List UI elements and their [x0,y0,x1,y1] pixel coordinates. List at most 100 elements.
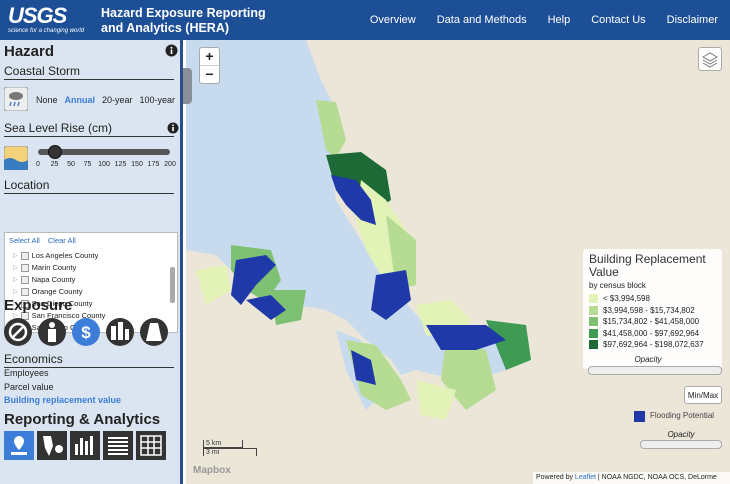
county-item[interactable]: ▷ Los Angeles County [5,250,177,262]
zoom-control: + − [199,47,220,84]
economics-item[interactable]: Employees [4,368,49,378]
zoom-in[interactable]: + [200,48,219,66]
exposure-icon[interactable] [38,318,66,346]
report-icon[interactable] [37,431,67,460]
logo[interactable]: USGS [8,3,67,28]
county-list: Select All Clear All ▷ Los Angeles County… [4,232,178,333]
header: USGS science for a changing world Hazard… [0,0,730,40]
economics-title: Economics [4,352,174,368]
economics-item[interactable]: Parcel value [4,381,54,392]
legend-items: < $3,994,598 $3,994,598 - $15,734,802 $15,… [589,293,716,351]
checkbox[interactable] [20,300,29,308]
info-icon[interactable] [167,122,179,134]
county-item[interactable]: ▷ San Francisco County [5,310,177,322]
flood-label: Flooding Potential [650,411,715,420]
scrollbar[interactable] [170,267,175,303]
hazard-option[interactable]: None [36,95,58,105]
legend-swatch [589,305,598,315]
checkbox[interactable] [20,276,29,284]
expand-arrow[interactable]: ▷ [13,265,18,271]
expand-arrow[interactable]: ▷ [13,253,18,259]
report-icon[interactable] [136,431,166,460]
hazard-title: Hazard [4,43,55,60]
legend-item: $3,994,598 - $15,734,802 [589,305,716,317]
slider-tick-label: 25 [50,161,59,168]
app-title-line: Hazard Exposure Reporting [101,6,266,20]
expand-arrow[interactable]: ▷ [13,301,18,307]
nav-link[interactable]: Disclaimer [666,14,718,26]
slider-tick-label: 50 [67,161,75,168]
legend: Building Replacement Value by census blo… [583,249,722,369]
slider-tick-label: 125 [114,161,127,168]
checkbox[interactable] [20,312,29,320]
nav-link[interactable]: Contact Us [591,14,646,26]
svg-text:$: $ [81,323,91,342]
clear-all[interactable]: Clear All [47,236,76,245]
minmax-button[interactable]: Min/Max [684,386,722,404]
report-icon[interactable] [70,431,100,460]
exposure-icon[interactable] [4,318,32,346]
legend-swatch [589,328,598,338]
expand-arrow[interactable]: ▷ [13,313,18,319]
hazard-option[interactable]: 100-year [139,95,176,105]
slider-thumb[interactable] [47,145,62,159]
exposure-icon[interactable] [140,318,168,346]
legend-subtitle: by census block [589,281,646,290]
sidebar-toggle[interactable] [183,68,192,104]
slider-track [38,149,170,155]
legend-label: $3,994,598 - $15,734,802 [603,305,695,315]
slider-tick-label: 75 [83,161,92,168]
legend-label: $41,458,000 - $97,692,964 [603,328,700,338]
flood-swatch [634,411,645,422]
storm-icon[interactable] [4,87,28,111]
slr-slider[interactable]: 0 25 50 75 100 125 150 175 200 [0,144,183,174]
expand-arrow[interactable]: ▷ [13,289,18,295]
expand-arrow[interactable]: ▷ [13,277,18,283]
mapbox-brand: Mapbox [193,465,231,476]
slr-icon [4,146,28,170]
slider-tick-label: 175 [147,161,160,168]
nav-link[interactable]: Data and Methods [436,14,527,26]
exposure-icons: $ [4,318,168,346]
opacity-slider[interactable] [588,366,722,375]
checkbox[interactable] [20,264,29,272]
slider-tick-label: 100 [98,161,110,168]
opacity-label: Opacity [634,355,662,364]
county-name: Marin County [31,263,77,272]
flood-opacity-slider[interactable] [640,440,722,449]
county-item[interactable]: ▷ Orange County [5,286,177,298]
hazard-type: Coastal Storm [4,64,174,80]
scale-mi: 3 mi [203,448,257,456]
zoom-out[interactable]: − [205,66,214,82]
nav-link[interactable]: Overview [369,14,416,26]
exposure-icon[interactable] [106,318,134,346]
exposure-icon[interactable]: $ [72,318,100,346]
county-name: Los Angeles County [31,251,99,260]
scale-bar: 5 km 3 mi [203,440,259,456]
app-title: Hazard Exposure Reporting and Analytics … [101,6,266,36]
county-item[interactable]: ▷ San Diego County [5,298,177,310]
legend-swatch [589,317,598,327]
report-icon[interactable] [4,431,34,460]
hazard-option[interactable]: 20-year [102,95,133,105]
legend-swatch [589,294,598,304]
checkbox[interactable] [20,288,29,296]
select-all[interactable]: Select All [9,236,40,245]
legend-swatch [589,340,598,350]
legend-label: < $3,994,598 [603,294,650,304]
leaflet-link[interactable]: Leaflet [574,474,596,481]
county-item[interactable]: ▷ Marin County [5,262,177,274]
info-icon[interactable] [165,44,178,57]
legend-item: $15,734,802 - $41,458,000 [589,316,716,328]
economics-item[interactable]: Building replacement value [4,395,122,405]
layers-button[interactable] [698,47,722,71]
flood-areas [231,175,506,385]
slr-title: Sea Level Rise (cm) [4,121,174,137]
report-icon[interactable] [103,431,133,460]
nav-link[interactable]: Help [547,14,571,26]
county-item[interactable]: ▷ Napa County [5,274,177,286]
list-actions: Select All Clear All [5,233,177,248]
hazard-option[interactable]: Annual [64,95,96,105]
tagline: science for a changing world [8,28,85,34]
checkbox[interactable] [20,252,29,260]
